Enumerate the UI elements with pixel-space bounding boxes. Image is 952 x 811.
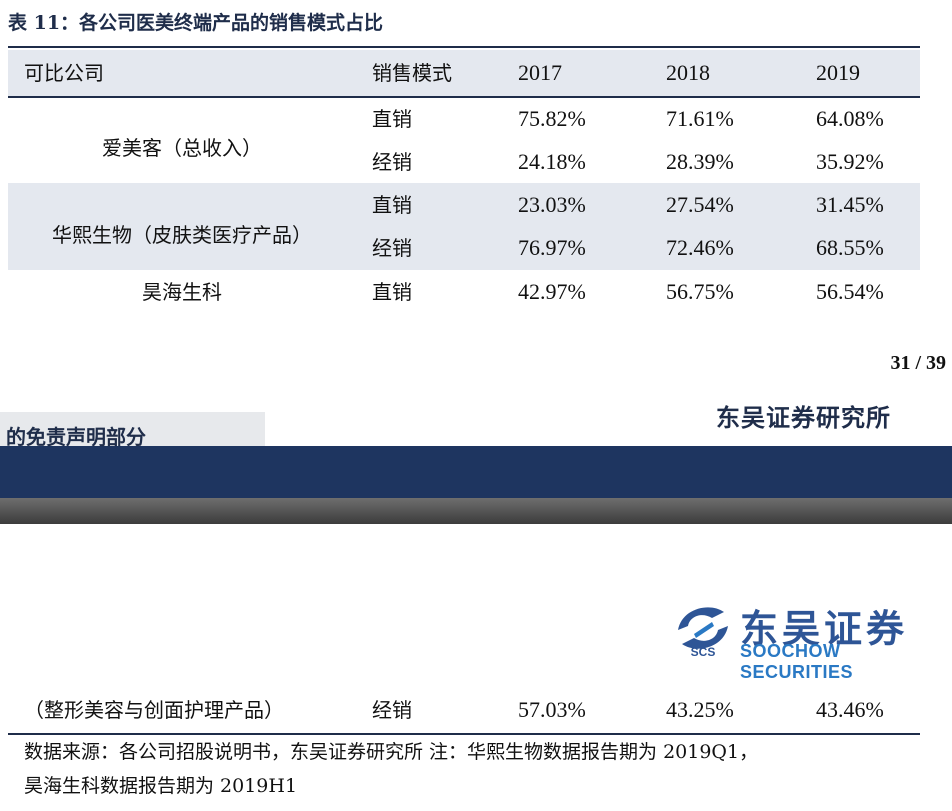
value-2017: 24.18% (518, 149, 586, 174)
logo-english: SOOCHOW SECURITIES (740, 641, 854, 682)
value-2017: 75.82% (518, 106, 586, 131)
value-2018: 28.39% (666, 149, 734, 174)
disclaimer-label: 的免责声明部分 (6, 425, 146, 449)
source-note: 数据来源：各公司招股说明书，东吴证券研究所 注：华熙生物数据报告期为 2019Q… (24, 741, 759, 763)
header-2018: 2018 (666, 60, 710, 85)
value-2019: 43.46% (816, 697, 884, 722)
brand-name: 东吴证券研究所 (716, 403, 891, 432)
value-2019: 56.54% (816, 279, 884, 304)
mode-cell: 经销 (372, 150, 412, 174)
value-2019: 35.92% (816, 149, 884, 174)
value-2017: 42.97% (518, 279, 586, 304)
header-2017: 2017 (518, 60, 562, 85)
header-2019: 2019 (816, 60, 860, 85)
row-band (8, 183, 920, 270)
mode-cell: 直销 (372, 280, 412, 304)
logo-mark: SCS (691, 645, 716, 658)
value-2018: 72.46% (666, 235, 734, 260)
source-note-cont: 昊海生科数据报告期为 2019H1 (24, 775, 298, 797)
value-2019: 31.45% (816, 192, 884, 217)
company-name: 爱美客（总收入） (102, 136, 262, 160)
page-number: 31 / 39 (890, 352, 946, 374)
value-2017: 57.03% (518, 697, 586, 722)
mode-cell: 经销 (372, 236, 412, 260)
value-2018: 56.75% (666, 279, 734, 304)
logo-chinese: 东吴证券 (740, 607, 909, 651)
company-name: 昊海生科 (142, 280, 222, 304)
header-mode: 销售模式 (372, 61, 452, 85)
table-header (8, 50, 920, 96)
value-2019: 64.08% (816, 106, 884, 131)
header-gray-bar (0, 498, 952, 524)
value-2018: 43.25% (666, 697, 734, 722)
company-name-continued: （整形美容与创面护理产品） (24, 698, 284, 722)
mode-cell: 直销 (372, 107, 412, 131)
value-2017: 76.97% (518, 235, 586, 260)
table-title: 表 11：各公司医美终端产品的销售模式占比 (8, 12, 384, 34)
scs-logo-icon: SCS (678, 607, 728, 658)
company-name: 华熙生物（皮肤类医疗产品） (52, 223, 312, 247)
value-2018: 71.61% (666, 106, 734, 131)
table-bottom-rule (8, 733, 920, 735)
header-navy-bar (0, 446, 952, 498)
value-2017: 23.03% (518, 192, 586, 217)
mode-cell: 经销 (372, 698, 412, 722)
mode-cell: 直销 (372, 193, 412, 217)
title-rule (8, 46, 920, 48)
header-rule (8, 96, 920, 98)
value-2018: 27.54% (666, 192, 734, 217)
value-2019: 68.55% (816, 235, 884, 260)
header-company: 可比公司 (24, 61, 104, 85)
